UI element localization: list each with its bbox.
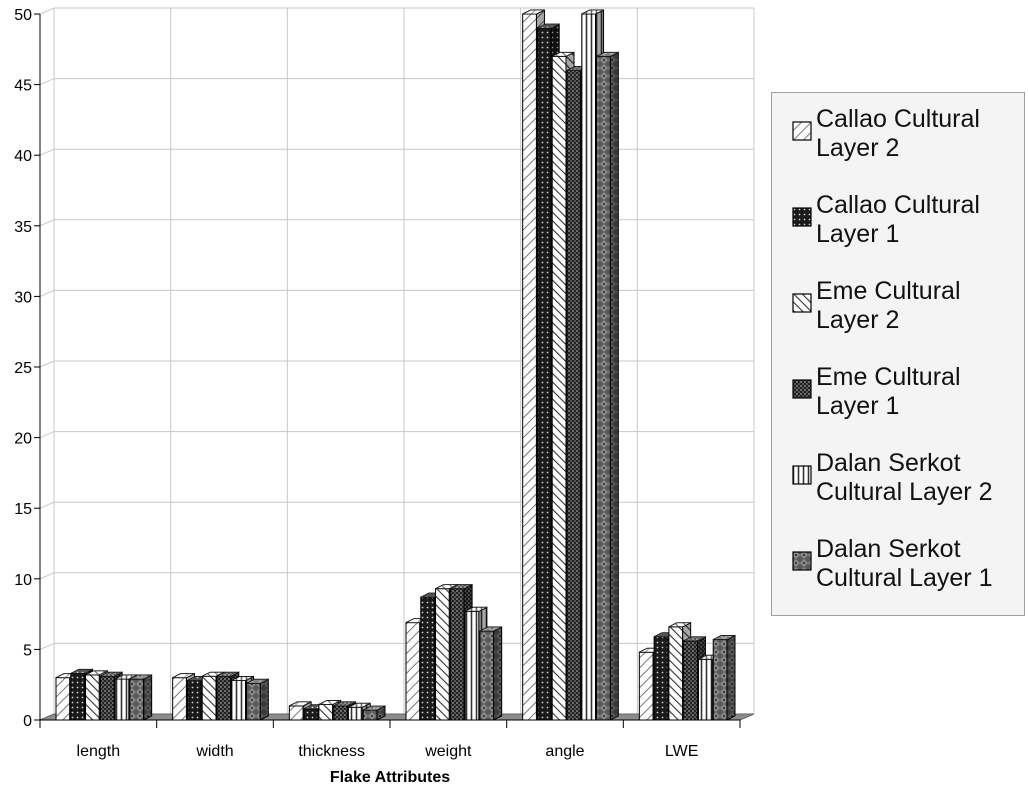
legend-label: Eme Cultural Layer 1	[816, 363, 961, 420]
x-tick-labels: length width thickness weight angle LWE	[77, 743, 699, 760]
x-tick-label: LWE	[665, 743, 698, 760]
legend-swatch	[792, 379, 812, 399]
x-tick-label: thickness	[298, 743, 365, 760]
y-tick-label: 15	[14, 501, 32, 518]
y-tick-label: 5	[23, 642, 32, 659]
bar	[129, 674, 153, 721]
legend-label: Eme Cultural Layer 2	[816, 277, 961, 334]
h-gridline	[39, 78, 754, 86]
bars	[55, 9, 736, 721]
x-tick-label: angle	[545, 743, 584, 760]
bar	[246, 678, 269, 721]
y-tick-label: 10	[14, 572, 32, 589]
y-tick-label: 30	[14, 289, 32, 306]
x-axis-label: Flake Attributes	[330, 769, 450, 786]
y-tick-label: 50	[14, 7, 32, 24]
legend-label: Callao Cultural Layer 2	[816, 105, 980, 162]
y-tick-label: 40	[14, 148, 32, 165]
h-gridline	[39, 7, 754, 15]
y-tick-label: 35	[14, 219, 32, 236]
legend-label: Callao Cultural Layer 1	[816, 191, 980, 248]
gridlines	[39, 7, 755, 721]
legend: Callao Cultural Layer 2 Callao Cultural Lay…	[771, 92, 1025, 616]
x-tick-label: length	[77, 743, 121, 760]
legend-swatch	[792, 465, 812, 485]
bar	[479, 626, 503, 721]
legend-swatch	[792, 121, 812, 141]
legend-swatch	[792, 207, 812, 227]
h-gridline	[39, 501, 754, 509]
y-tick-label: 0	[23, 713, 32, 730]
h-gridline	[39, 148, 754, 156]
y-tick-labels: 0 5 10 15 20 25 30 35 40 45 50	[14, 7, 32, 730]
h-gridline	[39, 572, 754, 580]
y-tick-label: 45	[14, 78, 32, 95]
axes	[34, 13, 741, 728]
y-tick-label: 20	[14, 431, 32, 448]
x-tick-label: weight	[424, 743, 472, 760]
legend-swatch	[792, 293, 812, 313]
h-gridline	[39, 219, 754, 227]
h-gridline	[39, 289, 754, 297]
bar	[596, 51, 619, 721]
legend-swatch	[792, 551, 812, 571]
bar	[362, 705, 386, 721]
h-gridline	[39, 360, 754, 368]
bar	[712, 634, 736, 721]
h-gridline	[39, 431, 754, 439]
y-tick-label: 25	[14, 360, 32, 377]
legend-label: Dalan Serkot Cultural Layer 2	[816, 449, 993, 506]
legend-label: Dalan Serkot Cultural Layer 1	[816, 535, 993, 592]
x-tick-label: width	[195, 743, 233, 760]
